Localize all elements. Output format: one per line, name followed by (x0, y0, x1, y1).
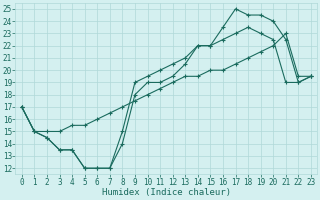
X-axis label: Humidex (Indice chaleur): Humidex (Indice chaleur) (102, 188, 231, 197)
